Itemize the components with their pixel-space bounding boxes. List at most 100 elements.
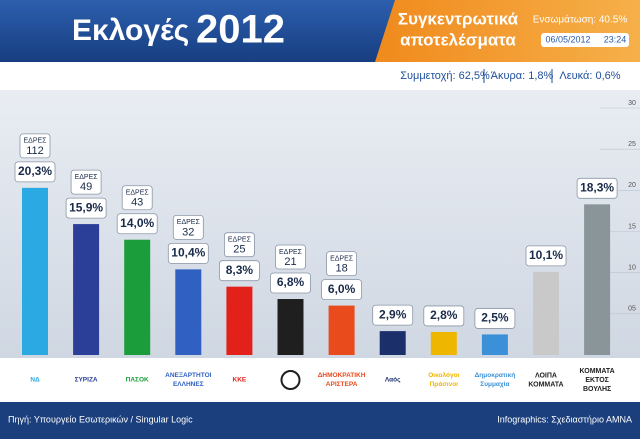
title-year: 2012: [196, 8, 285, 52]
stat: Άκυρα: 1,8%: [491, 70, 554, 82]
label-box: [275, 244, 306, 270]
x-tick-label: ΒΟΥΛΗΣ: [583, 386, 611, 393]
bar: [175, 269, 202, 355]
value-label: 10,1%: [529, 248, 563, 262]
bar: [328, 305, 355, 355]
label-box: [423, 305, 465, 327]
seats: 43: [131, 197, 143, 209]
seats: 49: [80, 181, 92, 193]
logo: [280, 370, 301, 390]
y-tick-label: 05: [628, 306, 636, 313]
seats: 32: [182, 226, 194, 238]
value-label: 15,9%: [69, 200, 103, 214]
label-box: [172, 214, 204, 240]
time: 23:24: [604, 34, 627, 44]
x-tick-label: ΔΗΜΟΚΡΑΤΙΚΗ: [318, 372, 366, 379]
label-box: [270, 272, 311, 294]
credit: Infographics: Σχεδιαστήριο ΑΜΝΑ: [497, 414, 632, 424]
value-label: 14,0%: [120, 216, 154, 230]
x-tick-label: ΝΔ: [30, 377, 40, 384]
label-box: [167, 242, 209, 264]
x-tick-label: ΕΚΤΟΣ: [585, 377, 609, 384]
title: Εκλογές: [72, 14, 189, 47]
bar: [584, 204, 611, 355]
x-tick-label: Δημοκρατική: [475, 372, 516, 379]
date: 06/05/2012: [545, 34, 590, 44]
label-box: [65, 197, 107, 219]
subtitle: Συγκεντρωτικά: [398, 9, 519, 28]
value-label: 6,0%: [328, 282, 356, 296]
x-tick-label: Συμμαχία: [480, 381, 509, 388]
label-box: [116, 213, 158, 235]
y-tick-label: 20: [628, 182, 636, 189]
seats-label: ΕΔΡΕΣ: [228, 237, 252, 244]
label-box: [70, 169, 102, 195]
value-label: 2,9%: [379, 307, 407, 321]
seats: 21: [284, 256, 296, 268]
stat: Συμμετοχή: 62,5%: [400, 70, 490, 82]
seats-label: ΕΔΡΕΣ: [23, 138, 47, 145]
seats-label: ΕΔΡΕΣ: [126, 190, 150, 197]
source: Πηγή: Υπουργείο Εσωτερικών / Singular Lo…: [8, 414, 193, 424]
value-label: 2,8%: [430, 308, 458, 322]
label-box: [326, 251, 358, 277]
label-box: [223, 232, 255, 258]
x-tick-label: ΑΝΕΞΑΡΤΗΤΟΙ: [165, 372, 212, 379]
bar: [73, 224, 100, 355]
x-tick-label: ΚΟΜΜΑΤΑ: [528, 381, 563, 388]
value-label: 10,4%: [171, 246, 205, 260]
label-box: [525, 245, 567, 267]
x-tick-label: Πράσινοι: [430, 381, 459, 388]
bar: [277, 299, 304, 355]
y-tick-label: 30: [628, 100, 636, 107]
value-label: 18,3%: [580, 181, 614, 195]
seats-label: ΕΔΡΕΣ: [177, 219, 201, 226]
label-box: [372, 304, 414, 326]
label-box: [14, 161, 56, 183]
y-tick-label: 15: [628, 223, 636, 230]
bar: [533, 271, 559, 355]
label-box: [576, 177, 618, 199]
x-tick-label: Λαός: [385, 377, 401, 384]
x-tick-label: ΛΟΙΠΑ: [535, 372, 557, 379]
seats-label: ΕΔΡΕΣ: [75, 174, 99, 181]
label-box: [121, 185, 153, 211]
x-tick-label: ΚΟΜΜΑΤΑ: [580, 368, 615, 375]
value-label: 2,5%: [481, 311, 509, 325]
bar: [124, 239, 151, 355]
label-box: [321, 279, 363, 301]
subtitle: αποτελέσματα: [400, 30, 516, 49]
x-tick-label: ΣΥΡΙΖΑ: [75, 377, 98, 384]
x-tick-label: Οικολόγοι: [428, 371, 459, 379]
stat: Λευκά: 0,6%: [559, 70, 620, 82]
label-box: [218, 260, 260, 282]
bar: [22, 187, 48, 355]
value-label: 8,3%: [226, 263, 254, 277]
y-tick-label: 10: [628, 265, 636, 272]
x-tick-label: ΑΡΙΣΤΕΡΑ: [326, 381, 358, 388]
seats-label: ΕΔΡΕΣ: [330, 255, 354, 262]
bar: [481, 334, 508, 355]
date-box: [541, 33, 629, 47]
x-tick-label: ΕΛΛΗΝΕΣ: [173, 381, 204, 388]
progress: Ενσωμάτωση: 40.5%: [533, 14, 628, 26]
logo-band: [0, 358, 640, 402]
bar: [430, 331, 457, 355]
footer-band: [0, 402, 640, 439]
x-tick-label: ΚΚΕ: [233, 377, 247, 384]
value-label: 6,8%: [277, 275, 305, 289]
bar: [226, 286, 253, 355]
x-tick-label: ΠΑΣΟΚ: [126, 377, 149, 384]
seats: 25: [233, 244, 245, 256]
bar: [379, 331, 406, 355]
label-box: [474, 308, 516, 329]
seats-label: ΕΔΡΕΣ: [279, 249, 303, 256]
value-label: 20,3%: [18, 164, 52, 178]
seats: 112: [26, 145, 44, 157]
stats-band: [0, 62, 640, 90]
seats: 18: [335, 263, 347, 275]
label-box: [19, 133, 51, 159]
y-tick-label: 25: [628, 141, 636, 148]
